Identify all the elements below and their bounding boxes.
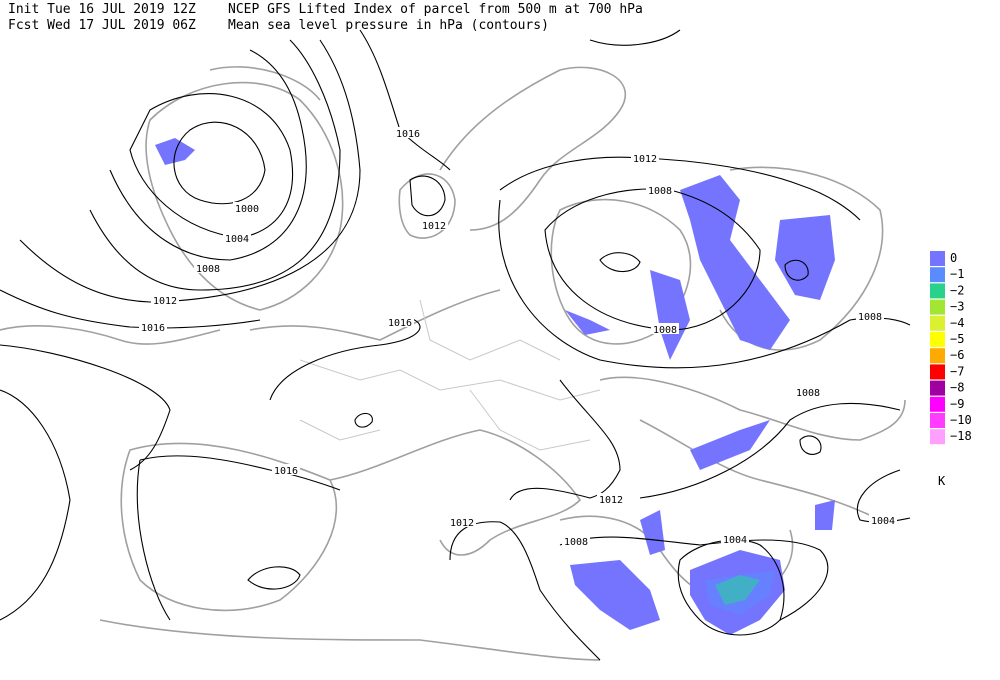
legend-swatch bbox=[930, 364, 945, 380]
contour-label: 1008 bbox=[564, 537, 588, 548]
contour-label: 1016 bbox=[396, 129, 420, 140]
contour-label: 1008 bbox=[858, 312, 882, 323]
legend-swatch bbox=[930, 348, 945, 364]
contour-label-bg bbox=[223, 232, 251, 243]
contour-label: 1012 bbox=[599, 495, 623, 506]
contour-label-bg bbox=[631, 152, 659, 163]
contour-labels: 1016 1000 1004 1008 1012 1016 1012 1016 1012 1008… bbox=[139, 127, 897, 548]
contour-label-bg bbox=[139, 321, 167, 332]
legend-swatch bbox=[930, 380, 945, 396]
legend-swatch bbox=[930, 413, 945, 428]
contour-label-bg bbox=[794, 386, 822, 397]
legend-label: −8 bbox=[950, 381, 964, 395]
contour-label: 1016 bbox=[141, 323, 165, 334]
legend-label: −1 bbox=[950, 267, 964, 281]
lifted-index-shading bbox=[155, 138, 835, 635]
legend-label: −7 bbox=[950, 364, 964, 378]
contour-label-bg bbox=[448, 516, 476, 527]
contour-label: 1000 bbox=[235, 204, 259, 215]
contour-label: 1012 bbox=[633, 154, 657, 165]
contour-label: 1004 bbox=[871, 516, 895, 527]
legend: 0 −1 −2 −3 −4 −5 −6 −7 −8 −9 −10 −18 bbox=[930, 251, 972, 445]
contour-label: 1016 bbox=[274, 466, 298, 477]
contour-label: 1016 bbox=[388, 318, 412, 329]
legend-label: −3 bbox=[950, 300, 964, 314]
contour-label-bg bbox=[420, 219, 448, 230]
legend-label: −9 bbox=[950, 397, 964, 411]
legend-label: −6 bbox=[950, 348, 964, 362]
product-title: NCEP GFS Lifted Index of parcel from 500… bbox=[228, 2, 643, 17]
pressure-contours bbox=[0, 29, 911, 661]
legend-swatch bbox=[930, 429, 945, 445]
init-time: Init Tue 16 JUL 2019 12Z bbox=[8, 2, 196, 17]
contour-label-bg bbox=[562, 535, 590, 546]
legend-swatch bbox=[930, 332, 945, 347]
contour-description: Mean sea level pressure in hPa (contours… bbox=[228, 18, 549, 33]
contour-label: 1004 bbox=[723, 535, 747, 546]
legend-swatch bbox=[930, 299, 945, 315]
contour-label-bg bbox=[272, 464, 300, 475]
contour-label: 1008 bbox=[796, 388, 820, 399]
contour-label-bg bbox=[651, 323, 679, 334]
legend-swatch bbox=[930, 283, 945, 299]
legend-label: −2 bbox=[950, 283, 964, 297]
contour-label-bg bbox=[386, 316, 414, 327]
coastlines bbox=[0, 66, 906, 661]
contour-label-bg bbox=[194, 262, 222, 273]
contour-label: 1008 bbox=[653, 325, 677, 336]
contour-label: 1008 bbox=[196, 264, 220, 275]
contour-label-bg bbox=[151, 294, 179, 305]
legend-unit: K bbox=[938, 474, 946, 488]
legend-label: 0 bbox=[950, 251, 957, 265]
contour-label-bg bbox=[394, 127, 422, 138]
legend-swatch bbox=[930, 396, 945, 412]
legend-label: −5 bbox=[950, 332, 964, 346]
legend-label: −18 bbox=[950, 429, 972, 443]
contour-label-bg bbox=[233, 202, 261, 213]
contour-label: 1012 bbox=[450, 518, 474, 529]
legend-label: −4 bbox=[950, 316, 964, 330]
contour-label: 1012 bbox=[153, 296, 177, 307]
contour-label: 1008 bbox=[648, 186, 672, 197]
contour-label-bg bbox=[597, 493, 625, 504]
contour-label: 1004 bbox=[225, 234, 249, 245]
contour-label-bg bbox=[869, 514, 897, 525]
legend-swatch bbox=[930, 315, 945, 331]
legend-label: −10 bbox=[950, 413, 972, 427]
legend-swatch bbox=[930, 251, 945, 266]
forecast-time: Fcst Wed 17 JUL 2019 06Z bbox=[8, 18, 196, 33]
legend-swatch bbox=[930, 267, 945, 283]
contour-label-bg bbox=[646, 184, 674, 195]
contour-label: 1012 bbox=[422, 221, 446, 232]
contour-label-bg bbox=[856, 310, 884, 321]
contour-label-bg bbox=[721, 533, 749, 544]
